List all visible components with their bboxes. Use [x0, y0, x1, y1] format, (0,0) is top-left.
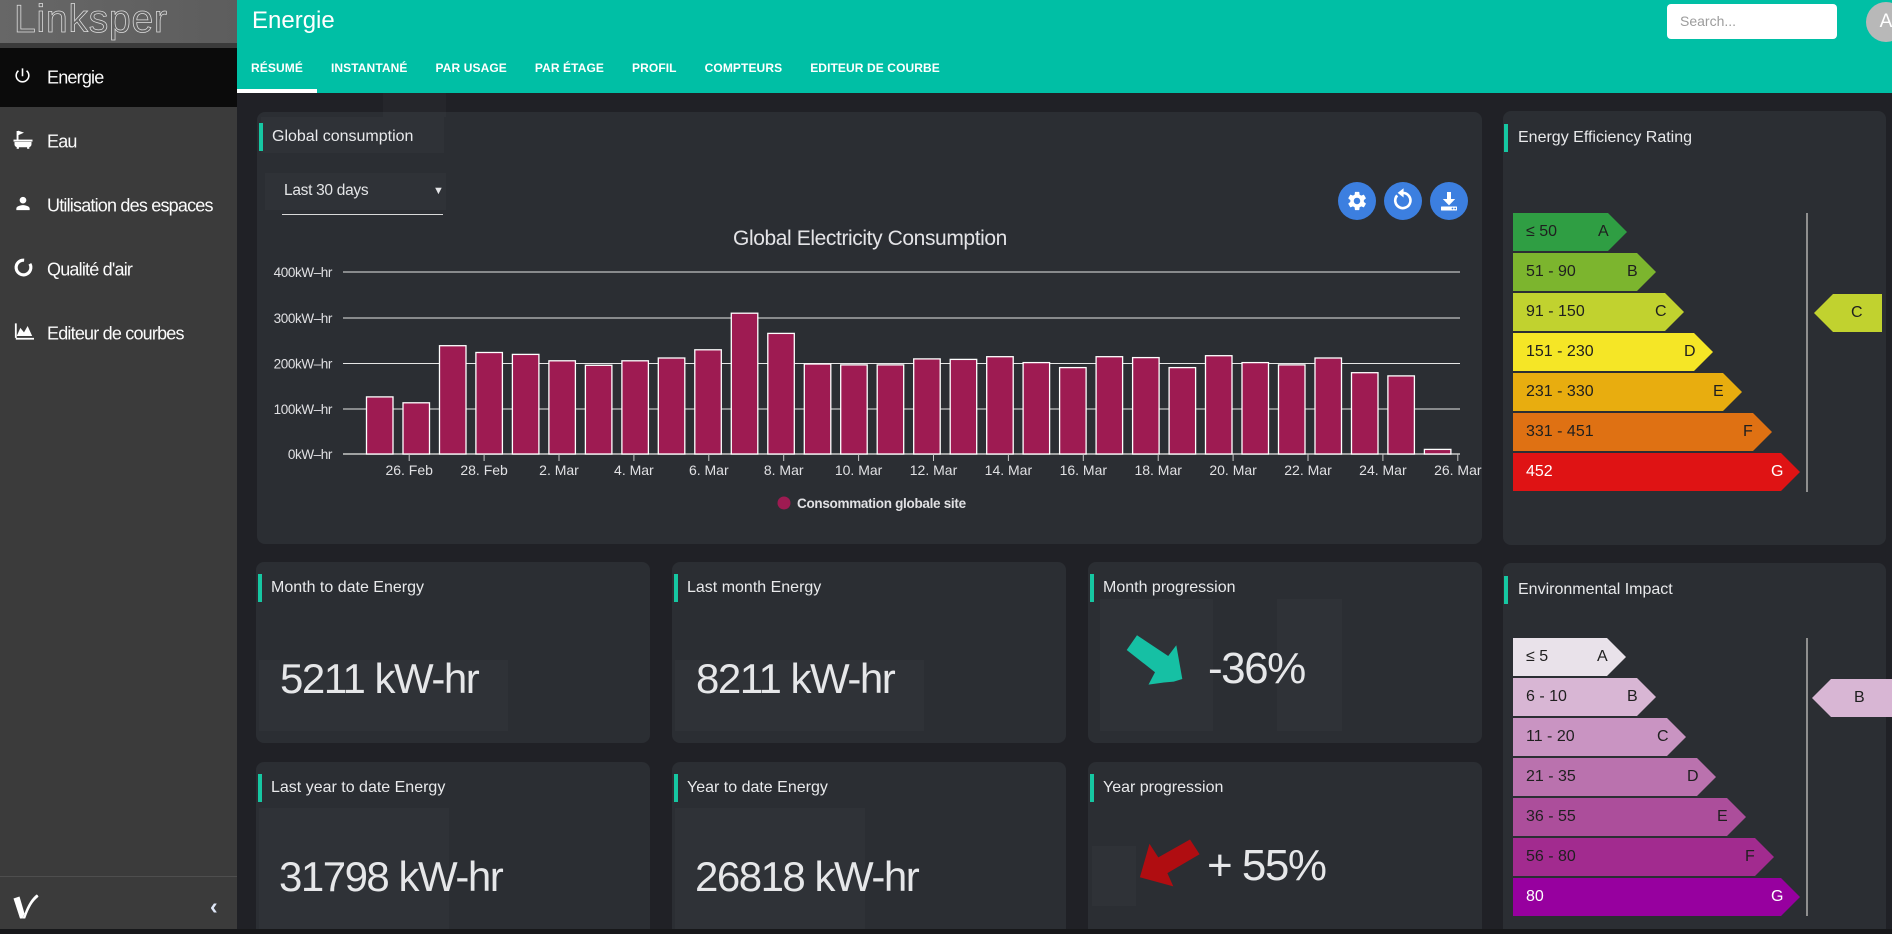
svg-text:Consommation globale site: Consommation globale site	[797, 496, 967, 511]
svg-text:200kW–hr: 200kW–hr	[274, 357, 333, 372]
svg-text:Linksper: Linksper	[14, 0, 168, 41]
svg-text:100kW–hr: 100kW–hr	[274, 402, 333, 417]
svg-text:0kW–hr: 0kW–hr	[288, 447, 333, 462]
svg-text:16. Mar: 16. Mar	[1060, 462, 1108, 478]
svg-text:8. Mar: 8. Mar	[764, 462, 804, 478]
svg-text:14. Mar: 14. Mar	[985, 462, 1033, 478]
svg-text:24. Mar: 24. Mar	[1359, 462, 1407, 478]
svg-text:26. Feb: 26. Feb	[385, 462, 433, 478]
svg-text:22. Mar: 22. Mar	[1284, 462, 1332, 478]
svg-text:12. Mar: 12. Mar	[910, 462, 958, 478]
svg-text:28. Feb: 28. Feb	[460, 462, 508, 478]
svg-text:4. Mar: 4. Mar	[614, 462, 654, 478]
svg-text:400kW–hr: 400kW–hr	[274, 265, 333, 280]
svg-text:18. Mar: 18. Mar	[1134, 462, 1182, 478]
svg-text:20. Mar: 20. Mar	[1209, 462, 1257, 478]
svg-text:26. Mar: 26. Mar	[1434, 462, 1482, 478]
svg-text:2. Mar: 2. Mar	[539, 462, 579, 478]
svg-text:6. Mar: 6. Mar	[689, 462, 729, 478]
svg-text:Global Electricity Consumption: Global Electricity Consumption	[733, 227, 1007, 250]
svg-text:300kW–hr: 300kW–hr	[274, 311, 333, 326]
svg-text:10. Mar: 10. Mar	[835, 462, 883, 478]
